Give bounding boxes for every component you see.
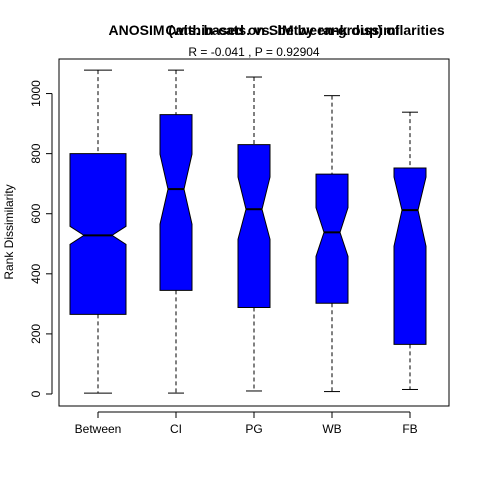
y-tick-label: 600 <box>29 203 43 223</box>
plot-frame <box>58 58 450 407</box>
box-fb <box>393 111 427 390</box>
box-pg <box>237 76 271 392</box>
box-ci <box>159 69 193 394</box>
x-axis: Between CI PG WB FB <box>75 411 418 436</box>
chart-title-line-2: Cats. based on SIM by rank dissimilariti… <box>165 22 445 38</box>
x-tick-label: PG <box>245 422 262 436</box>
y-tick-label: 1000 <box>29 80 43 107</box>
chart-marks <box>69 69 427 394</box>
y-tick-label: 800 <box>29 143 43 163</box>
y-tick-label: 400 <box>29 263 43 283</box>
y-axis-label: Rank Dissimilarity <box>2 184 16 279</box>
y-tick-label: 200 <box>29 324 43 344</box>
box-body <box>393 167 427 345</box>
chart-title-line-1: ANOSIM (within-cats. vs. between-group) … <box>109 22 400 38</box>
y-axis: 0 200 400 600 800 1000 <box>29 80 53 397</box>
box-body <box>315 173 349 304</box>
box-body <box>237 144 271 308</box>
x-tick-label: Between <box>75 422 122 436</box>
x-tick-label: WB <box>322 422 341 436</box>
anosim-statistics: R = -0.041 , P = 0.92904 <box>188 45 320 59</box>
box-body <box>159 114 193 291</box>
x-tick-label: CI <box>170 422 182 436</box>
y-tick-label: 0 <box>29 390 43 397</box>
box-body <box>69 153 127 315</box>
x-tick-label: FB <box>402 422 417 436</box>
box-between <box>69 69 127 394</box>
box-wb <box>315 95 349 393</box>
